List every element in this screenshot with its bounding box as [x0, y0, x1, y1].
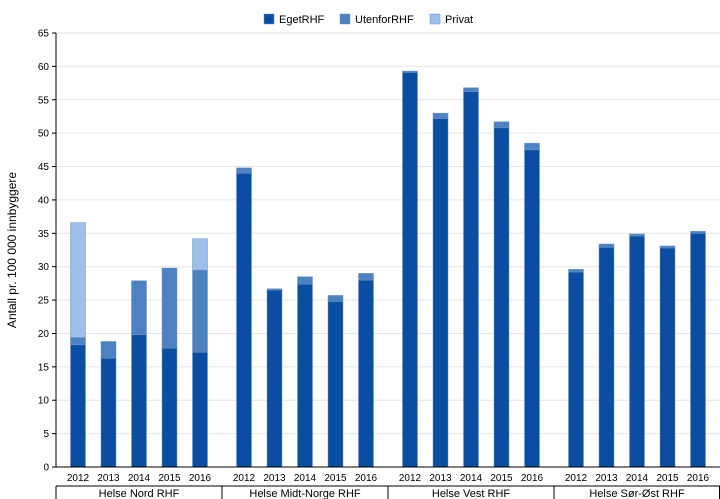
y-tick-label: 25 [38, 296, 50, 307]
axes [52, 32, 720, 468]
x-tick-label: 2014 [460, 473, 483, 484]
bar-utenforrhf-3-2012 [568, 269, 584, 273]
group-label: Helse Sør-Øst RHF [589, 488, 685, 499]
bar-egetrhf-2-2012 [402, 72, 418, 468]
bar-egetrhf-1-2016 [358, 279, 374, 468]
bar-utenforrhf-2-2012 [402, 70, 418, 73]
x-tick-label: 2013 [263, 473, 286, 484]
x-tick-label: 2012 [67, 473, 90, 484]
bar-egetrhf-3-2015 [659, 247, 676, 468]
bar-egetrhf-2-2016 [524, 149, 540, 468]
bar-egetrhf-0-2015 [161, 347, 178, 468]
y-axis-title: Antall pr. 100 000 innbyggere [5, 172, 19, 328]
x-tick-label: 2012 [565, 473, 588, 484]
bar-egetrhf-3-2016 [690, 233, 706, 468]
x-tick-label: 2015 [490, 473, 513, 484]
bar-egetrhf-2-2015 [493, 127, 510, 468]
bar-utenforrhf-3-2016 [690, 231, 706, 234]
bar-egetrhf-2-2014 [463, 91, 479, 468]
y-tick-label: 40 [38, 195, 50, 206]
y-tick-label: 45 [38, 162, 50, 173]
bar-egetrhf-0-2012 [70, 344, 86, 468]
x-tick-label: 2014 [626, 473, 649, 484]
x-tick-label: 2013 [595, 473, 618, 484]
bar-utenforrhf-0-2015 [161, 267, 178, 349]
bar-privat-0-2016 [192, 238, 208, 271]
legend-label-privat: Privat [445, 14, 473, 26]
bar-egetrhf-2-2013 [432, 118, 449, 468]
bar-utenforrhf-1-2012 [236, 167, 252, 174]
legend-label-utenforrhf: UtenforRHF [355, 14, 414, 26]
bar-utenforrhf-0-2016 [192, 269, 208, 353]
x-tick-label: 2016 [355, 473, 378, 484]
bar-utenforrhf-0-2014 [131, 280, 147, 336]
y-tick-label: 5 [43, 429, 49, 440]
x-tick-label: 2015 [324, 473, 347, 484]
bars [70, 70, 706, 468]
y-tick-label: 15 [38, 362, 50, 373]
legend-swatch-egetrhf [263, 13, 275, 25]
group-label: Helse Vest RHF [432, 488, 511, 499]
bar-utenforrhf-1-2016 [358, 273, 374, 281]
y-tick-label: 0 [43, 463, 49, 474]
bar-utenforrhf-1-2013 [266, 288, 283, 291]
bar-utenforrhf-0-2012 [70, 337, 86, 346]
bar-utenforrhf-1-2015 [327, 295, 344, 302]
x-tick-label: 2014 [294, 473, 317, 484]
x-tick-label: 2016 [521, 473, 544, 484]
y-tick-label: 35 [38, 229, 50, 240]
x-tick-label: 2016 [189, 473, 212, 484]
y-tick-label: 10 [38, 396, 50, 407]
bar-utenforrhf-2-2016 [524, 142, 540, 151]
bar-egetrhf-0-2013 [100, 357, 117, 468]
x-tick-label: 2015 [158, 473, 181, 484]
bar-utenforrhf-1-2014 [297, 276, 313, 285]
bar-egetrhf-3-2014 [629, 235, 645, 468]
x-tick-labels: 2012 2013 2014 2015 2016 2012 2013 2014 2015 2016… [67, 473, 710, 484]
x-tick-label: 2016 [687, 473, 710, 484]
y-tick-label: 50 [38, 129, 50, 140]
legend: EgetRHF UtenforRHF Privat [263, 13, 473, 26]
bar-utenforrhf-3-2013 [598, 243, 615, 248]
x-tick-label: 2013 [429, 473, 452, 484]
y-tick-label: 30 [38, 262, 50, 273]
bar-utenforrhf-3-2014 [629, 233, 645, 237]
x-tick-label: 2013 [97, 473, 120, 484]
bar-egetrhf-1-2014 [297, 283, 313, 468]
legend-label-egetrhf: EgetRHF [279, 14, 325, 26]
bar-egetrhf-0-2014 [131, 334, 147, 468]
y-tick-label: 60 [38, 62, 50, 73]
x-tick-label: 2012 [399, 473, 422, 484]
bar-egetrhf-1-2012 [236, 172, 252, 468]
bar-privat-0-2012 [70, 222, 86, 338]
bar-utenforrhf-2-2015 [493, 121, 510, 129]
gridlines [56, 32, 720, 435]
bar-egetrhf-0-2016 [192, 351, 208, 468]
group-labels: Helse Nord RHF Helse Midt-Norge RHF Helse … [55, 485, 720, 499]
y-tick-label: 65 [38, 29, 50, 40]
legend-swatch-utenforrhf [339, 13, 351, 25]
bar-utenforrhf-0-2013 [100, 341, 117, 359]
bar-egetrhf-1-2015 [327, 301, 344, 468]
x-tick-label: 2012 [233, 473, 256, 484]
bar-egetrhf-3-2013 [598, 247, 615, 468]
x-tick-label: 2014 [128, 473, 151, 484]
y-tick-label: 20 [38, 329, 50, 340]
bar-egetrhf-3-2012 [568, 271, 584, 468]
legend-swatch-privat [429, 13, 441, 25]
tick-labels: 0 5 10 15 20 25 30 35 40 45 50 55 60 65 [38, 29, 50, 474]
bar-utenforrhf-2-2013 [432, 112, 449, 119]
x-tick-label: 2015 [656, 473, 679, 484]
bar-egetrhf-1-2013 [266, 289, 283, 468]
bar-utenforrhf-3-2015 [659, 245, 676, 249]
y-tick-label: 55 [38, 95, 50, 106]
group-label: Helse Midt-Norge RHF [249, 488, 361, 499]
group-label: Helse Nord RHF [99, 488, 180, 499]
bar-utenforrhf-2-2014 [463, 87, 479, 93]
